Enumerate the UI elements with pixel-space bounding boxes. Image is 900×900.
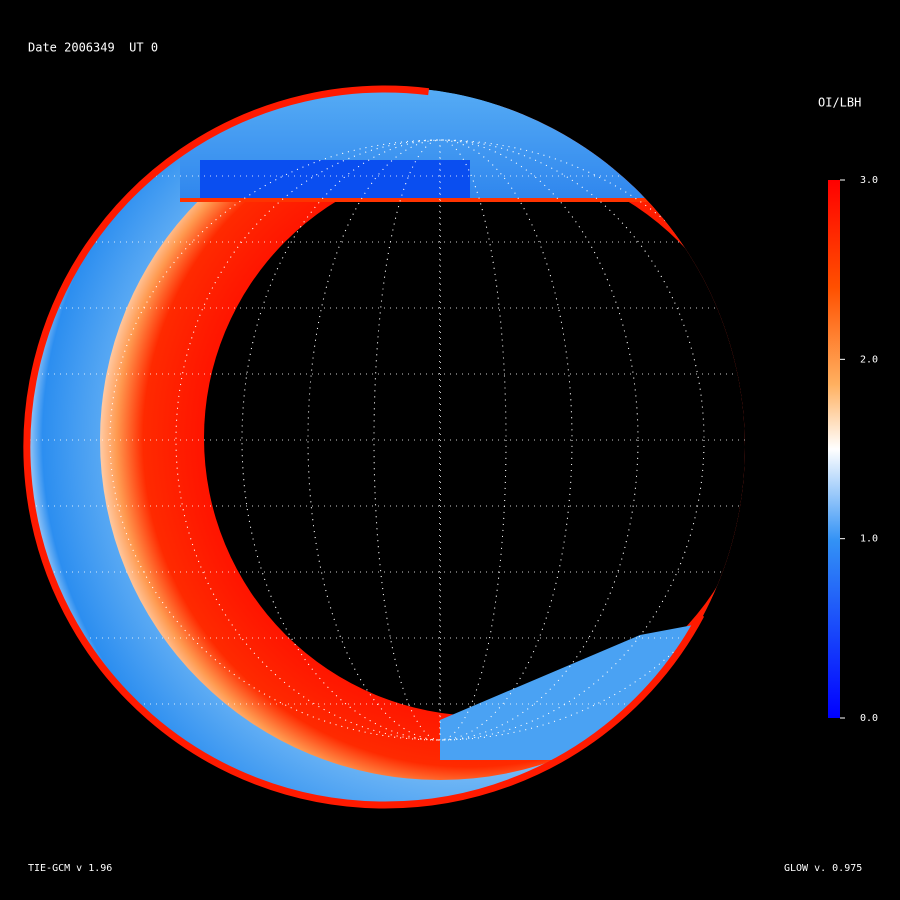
colorbar-tick-label: 2.0 bbox=[860, 354, 878, 365]
meridian bbox=[241, 139, 639, 741]
glow-version: GLOW v. 0.975 bbox=[784, 863, 862, 874]
colorbar-tick-label: 3.0 bbox=[860, 175, 878, 186]
meridian bbox=[373, 139, 507, 741]
graticule bbox=[30, 139, 745, 741]
limb-rim bbox=[23, 85, 705, 809]
nightside bbox=[204, 160, 745, 716]
colorbar-tick-label: 0.0 bbox=[860, 713, 878, 724]
globe bbox=[25, 87, 745, 807]
colorbar-title: OI/LBH bbox=[818, 96, 861, 110]
title: Date 2006349 UT 0 bbox=[28, 41, 158, 55]
north-cap-edge bbox=[180, 198, 680, 202]
meridian bbox=[307, 139, 573, 741]
model-version: TIE-GCM v 1.96 bbox=[28, 863, 112, 874]
meridian bbox=[175, 139, 705, 741]
colorbar-axis: 3.0 2.0 1.0 0.0 bbox=[840, 175, 878, 724]
colorbar bbox=[828, 180, 840, 718]
colorbar-tick-label: 1.0 bbox=[860, 534, 878, 545]
north-cap-core bbox=[200, 160, 470, 200]
